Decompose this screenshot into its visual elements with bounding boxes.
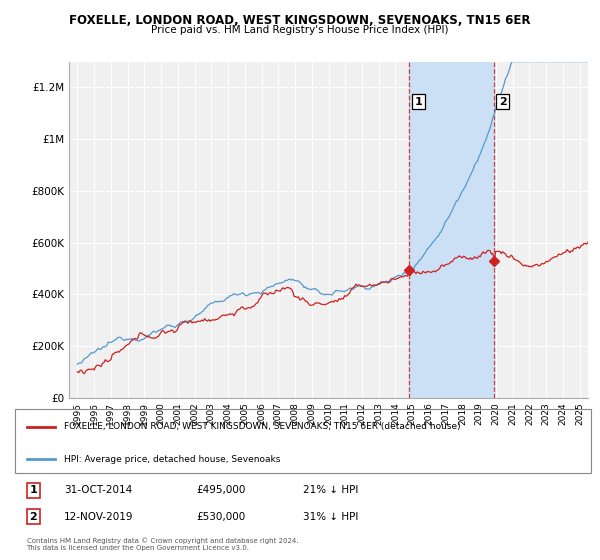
Text: FOXELLE, LONDON ROAD, WEST KINGSDOWN, SEVENOAKS, TN15 6ER (detached house): FOXELLE, LONDON ROAD, WEST KINGSDOWN, SE…: [64, 422, 461, 431]
Text: £530,000: £530,000: [196, 512, 245, 522]
Text: 1: 1: [415, 97, 422, 107]
Text: 21% ↓ HPI: 21% ↓ HPI: [303, 485, 358, 495]
Text: 31-OCT-2014: 31-OCT-2014: [64, 485, 132, 495]
Text: Price paid vs. HM Land Registry's House Price Index (HPI): Price paid vs. HM Land Registry's House …: [151, 25, 449, 35]
Text: 31% ↓ HPI: 31% ↓ HPI: [303, 512, 358, 522]
Text: 1: 1: [29, 485, 37, 495]
Text: Contains HM Land Registry data © Crown copyright and database right 2024.
This d: Contains HM Land Registry data © Crown c…: [26, 538, 298, 551]
Text: 12-NOV-2019: 12-NOV-2019: [64, 512, 133, 522]
Text: 2: 2: [29, 512, 37, 522]
Text: HPI: Average price, detached house, Sevenoaks: HPI: Average price, detached house, Seve…: [64, 455, 280, 464]
Text: FOXELLE, LONDON ROAD, WEST KINGSDOWN, SEVENOAKS, TN15 6ER: FOXELLE, LONDON ROAD, WEST KINGSDOWN, SE…: [69, 14, 531, 27]
Text: 2: 2: [499, 97, 506, 107]
Bar: [409, 62, 494, 398]
Text: £495,000: £495,000: [196, 485, 246, 495]
